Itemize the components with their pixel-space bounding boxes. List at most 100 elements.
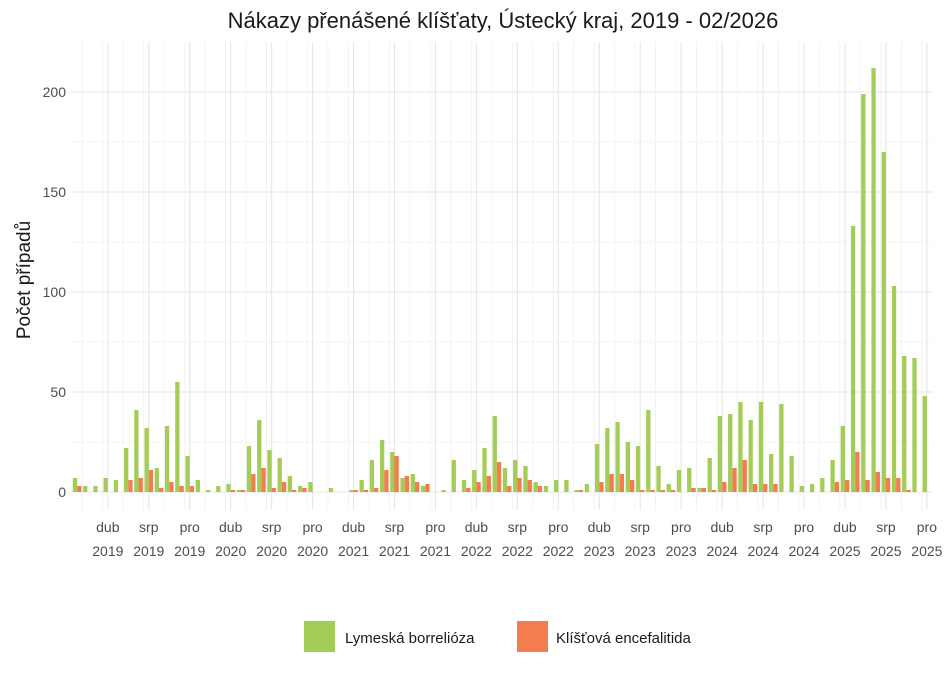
bar-lymeska-borrelioza — [922, 396, 927, 492]
x-tick-year: 2022 — [461, 543, 492, 559]
bar-klistova-encefalitida — [763, 484, 768, 492]
bar-lymeska-borrelioza — [799, 486, 805, 492]
bar-klistova-encefalitida — [640, 490, 645, 492]
y-tick-label: 200 — [43, 84, 67, 100]
x-tick-month: dub — [465, 519, 489, 535]
x-tick-year: 2024 — [788, 543, 819, 559]
x-tick-month: pro — [548, 519, 568, 535]
x-tick-month: srp — [139, 519, 159, 535]
bar-lymeska-borrelioza — [502, 468, 508, 492]
bar-klistova-encefalitida — [384, 470, 389, 492]
x-tick-year: 2025 — [829, 543, 860, 559]
x-tick-month: srp — [630, 519, 650, 535]
y-tick-label: 0 — [58, 484, 66, 500]
bar-lymeska-borrelioza — [298, 486, 303, 492]
bar-klistova-encefalitida — [128, 480, 133, 492]
bar-lymeska-borrelioza — [625, 442, 630, 492]
x-tick-year: 2019 — [92, 543, 123, 559]
x-tick-month: srp — [262, 519, 282, 535]
bar-lymeska-borrelioza — [748, 420, 753, 492]
bar-lymeska-borrelioza — [124, 448, 129, 492]
bar-lymeska-borrelioza — [861, 94, 866, 492]
y-axis-label: Počet případů — [14, 221, 35, 339]
x-tick-month: pro — [794, 519, 814, 535]
bar-klistova-encefalitida — [496, 462, 502, 492]
bar-klistova-encefalitida — [476, 482, 481, 492]
bar-lymeska-borrelioza — [738, 402, 743, 492]
bar-klistova-encefalitida — [844, 480, 850, 492]
bar-lymeska-borrelioza — [134, 410, 139, 492]
bar-lymeska-borrelioza — [287, 476, 293, 492]
x-tick-year: 2022 — [502, 543, 533, 559]
bar-lymeska-borrelioza — [912, 358, 917, 492]
bar-klistova-encefalitida — [240, 490, 246, 492]
bar-lymeska-borrelioza — [216, 486, 221, 492]
bar-klistova-encefalitida — [537, 486, 543, 492]
bar-klistova-encefalitida — [885, 478, 891, 492]
bar-klistova-encefalitida — [230, 490, 235, 492]
bar-lymeska-borrelioza — [369, 460, 375, 492]
x-tick-year: 2020 — [297, 543, 328, 559]
bar-lymeska-borrelioza — [267, 450, 272, 492]
x-tick-year: 2019 — [174, 543, 205, 559]
bar-lymeska-borrelioza — [850, 226, 856, 492]
bar-lymeska-borrelioza — [441, 490, 446, 492]
bar-klistova-encefalitida — [875, 472, 880, 492]
bar-klistova-encefalitida — [855, 452, 860, 492]
legend-swatch-lymeska-borrelioza — [304, 621, 335, 652]
bar-lymeska-borrelioza — [635, 446, 641, 492]
bar-lymeska-borrelioza — [513, 460, 518, 492]
bar-klistova-encefalitida — [394, 456, 399, 492]
bar-lymeska-borrelioza — [257, 420, 262, 492]
bar-klistova-encefalitida — [261, 468, 266, 492]
x-tick-month: srp — [508, 519, 528, 535]
bar-klistova-encefalitida — [507, 486, 512, 492]
bar-lymeska-borrelioza — [564, 480, 569, 492]
bar-klistova-encefalitida — [619, 474, 625, 492]
bar-klistova-encefalitida — [773, 484, 778, 492]
x-tick-month: dub — [342, 519, 366, 535]
bar-lymeska-borrelioza — [574, 490, 579, 492]
bar-lymeska-borrelioza — [277, 458, 282, 492]
bar-klistova-encefalitida — [189, 486, 195, 492]
bar-lymeska-borrelioza — [72, 478, 78, 492]
x-tick-year: 2024 — [707, 543, 738, 559]
bar-klistova-encefalitida — [701, 488, 706, 492]
bar-klistova-encefalitida — [251, 474, 256, 492]
bar-lymeska-borrelioza — [840, 426, 845, 492]
bar-klistova-encefalitida — [722, 482, 727, 492]
chart-title: Nákazy přenášené klíšťaty, Ústecký kraj,… — [228, 8, 779, 33]
x-tick-year: 2020 — [215, 543, 246, 559]
x-tick-month: dub — [96, 519, 120, 535]
bar-klistova-encefalitida — [650, 490, 655, 492]
bar-lymeska-borrelioza — [390, 452, 395, 492]
x-tick-month: pro — [425, 519, 445, 535]
bar-lymeska-borrelioza — [410, 474, 415, 492]
bar-lymeska-borrelioza — [523, 466, 528, 492]
x-tick-month: dub — [710, 519, 734, 535]
bar-lymeska-borrelioza — [308, 482, 313, 492]
bar-klistova-encefalitida — [425, 484, 430, 492]
bar-lymeska-borrelioza — [666, 484, 671, 492]
bar-lymeska-borrelioza — [154, 468, 160, 492]
bar-lymeska-borrelioza — [902, 356, 907, 492]
x-tick-year: 2023 — [625, 543, 656, 559]
x-tick-year: 2021 — [338, 543, 369, 559]
bar-klistova-encefalitida — [353, 490, 358, 492]
bar-klistova-encefalitida — [363, 490, 369, 492]
bar-lymeska-borrelioza — [93, 486, 98, 492]
gridlines — [72, 42, 932, 510]
bar-klistova-encefalitida — [527, 480, 532, 492]
bar-lymeska-borrelioza — [656, 466, 661, 492]
bar-klistova-encefalitida — [138, 478, 143, 492]
x-tick-year: 2020 — [256, 543, 287, 559]
bar-lymeska-borrelioza — [533, 482, 538, 492]
bar-lymeska-borrelioza — [769, 454, 774, 492]
bar-lymeska-borrelioza — [205, 490, 211, 492]
bar-lymeska-borrelioza — [728, 414, 733, 492]
bar-lymeska-borrelioza — [195, 480, 200, 492]
bar-lymeska-borrelioza — [164, 426, 170, 492]
y-tick-label: 100 — [43, 284, 67, 300]
x-axis-ticks: dub 2019 srp 2019 pro 2019 dub 2020 srp 2020 pro 20… — [92, 519, 942, 559]
bar-klistova-encefalitida — [578, 490, 584, 492]
